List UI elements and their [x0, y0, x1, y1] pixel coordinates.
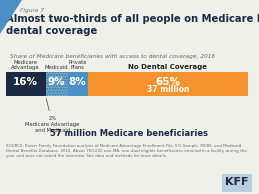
Bar — [6, 72, 46, 96]
Text: KFF: KFF — [225, 177, 249, 187]
Text: No Dental Coverage: No Dental Coverage — [128, 64, 207, 70]
Text: SOURCE: Kaiser Family Foundation analysis of Medicare Advantage Enrollment File,: SOURCE: Kaiser Family Foundation analysi… — [6, 144, 247, 158]
Text: Almost two-thirds of all people on Medicare have no
dental coverage: Almost two-thirds of all people on Medic… — [6, 14, 259, 36]
Bar — [46, 72, 68, 96]
Bar — [46, 72, 68, 96]
Bar — [88, 72, 248, 96]
Bar — [68, 72, 88, 96]
Text: Figure 7: Figure 7 — [20, 8, 44, 13]
Text: 57 million Medicare beneficiaries: 57 million Medicare beneficiaries — [50, 130, 208, 139]
Text: 37 million: 37 million — [147, 85, 189, 94]
Text: 65%: 65% — [155, 77, 180, 87]
Text: 2%
Medicare Advantage
and Medicaid: 2% Medicare Advantage and Medicaid — [25, 99, 80, 133]
Text: Medicare
Advantage: Medicare Advantage — [11, 60, 40, 70]
Text: 16%: 16% — [13, 77, 38, 87]
Text: 8%: 8% — [69, 77, 87, 87]
Bar — [222, 174, 252, 192]
Text: Share of Medicare beneficiaries with access to dental coverage, 2016: Share of Medicare beneficiaries with acc… — [10, 54, 215, 59]
Polygon shape — [0, 0, 22, 34]
Text: Private
Plans: Private Plans — [68, 60, 87, 70]
Text: 9%: 9% — [48, 77, 66, 87]
Text: Medicaid: Medicaid — [45, 65, 68, 70]
